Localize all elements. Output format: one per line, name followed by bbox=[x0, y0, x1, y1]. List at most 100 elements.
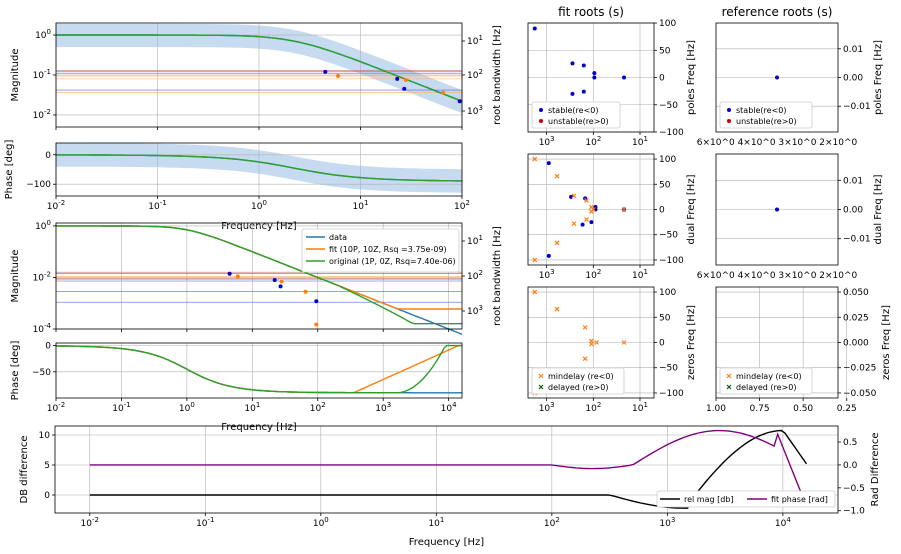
legend-marker bbox=[538, 373, 544, 379]
root-point-orange bbox=[621, 207, 627, 212]
legend-label: fit phase [rad] bbox=[771, 495, 828, 504]
root-point-blue bbox=[589, 220, 594, 225]
y-tick-label: 10-1 bbox=[33, 68, 51, 81]
p1-xlabel: Frequency [Hz] bbox=[221, 221, 297, 232]
y2-tick-label: −1.0 bbox=[843, 507, 865, 517]
x-tick-label: 101 bbox=[632, 401, 648, 414]
ref_dual-ylabel: dual Freq [Hz] bbox=[873, 174, 884, 244]
root-point-orange bbox=[594, 340, 600, 345]
y2-tick-label: 100 bbox=[659, 288, 676, 298]
bottom-xlabel: Frequency [Hz] bbox=[409, 537, 485, 548]
p2-mag-y2label: root bandwidth [Hz] bbox=[492, 226, 503, 326]
legend-marker bbox=[727, 108, 731, 112]
x-tick-label: 104 bbox=[441, 401, 457, 414]
x-tick-label: 0.75 bbox=[750, 404, 770, 414]
y-tick-label: 5 bbox=[44, 461, 50, 471]
marker-x bbox=[571, 221, 577, 227]
p2-mag-ylabel: Magnitude bbox=[10, 250, 21, 303]
root-point-orange bbox=[584, 217, 589, 223]
legend-box bbox=[531, 367, 625, 395]
bottom-legend: rel mag [db] fit phase [rad] bbox=[656, 490, 836, 508]
y2-tick-label: 0.01 bbox=[843, 45, 863, 55]
marker-x bbox=[532, 289, 538, 295]
legend-marker bbox=[538, 384, 544, 390]
p2-phase-ylabel: Phase [deg] bbox=[10, 341, 21, 401]
root-point-blue bbox=[581, 63, 586, 68]
legend-box bbox=[531, 101, 621, 129]
x-tick-label: 10-2 bbox=[81, 516, 99, 529]
y2-tick-label: 101 bbox=[467, 34, 483, 47]
root-point-orange bbox=[441, 90, 446, 95]
y2-tick-label: −100 bbox=[659, 256, 684, 266]
marker-x bbox=[538, 384, 544, 390]
y2-tick-label: 0.025 bbox=[843, 313, 869, 323]
p2-legend: data fit (10P, 10Z, Rsq =3.75e-09) origina… bbox=[301, 228, 460, 273]
x-tick-label: 101 bbox=[353, 199, 369, 212]
y2-tick-label: −0.5 bbox=[843, 484, 865, 494]
y2-tick-label: 103 bbox=[467, 304, 483, 317]
root-point-orange bbox=[279, 279, 284, 284]
root-point-blue bbox=[592, 71, 597, 76]
fit-phase-line bbox=[89, 429, 808, 507]
legend-label: stable(re<0) bbox=[736, 106, 787, 115]
y2-tick-label: 0.5 bbox=[843, 438, 857, 448]
marker-x bbox=[532, 257, 538, 263]
fit-phase-line bbox=[56, 154, 462, 182]
x-tick-label: 102 bbox=[544, 516, 560, 529]
legend-marker bbox=[539, 119, 543, 123]
root-point-blue bbox=[532, 26, 537, 31]
y2-tick-label: −0.025 bbox=[843, 364, 876, 374]
y2-tick-label: −50 bbox=[659, 231, 678, 241]
root-point-blue bbox=[570, 91, 575, 96]
x-tick-label: 103 bbox=[659, 516, 675, 529]
x-tick-label: 100 bbox=[313, 516, 329, 529]
marker-x bbox=[554, 306, 560, 312]
y2-tick-label: −0.01 bbox=[843, 102, 871, 112]
x-tick-label: 103 bbox=[539, 268, 555, 281]
marker-x bbox=[726, 373, 732, 379]
x-tick-label: 0.25 bbox=[837, 404, 857, 414]
fit_poles-ylabel: poles Freq [Hz] bbox=[686, 40, 697, 115]
root-point-orange bbox=[621, 340, 627, 345]
y2-tick-label: −50 bbox=[659, 101, 678, 111]
legend-marker bbox=[726, 384, 732, 390]
marker-x bbox=[532, 156, 538, 162]
root-point-blue bbox=[546, 161, 551, 166]
x-tick-label: 10-1 bbox=[112, 401, 130, 414]
y-tick-label: 100 bbox=[35, 219, 51, 232]
legend-label: data bbox=[329, 233, 347, 242]
root-point-blue bbox=[457, 99, 462, 104]
y2-tick-label: 0 bbox=[659, 339, 665, 349]
y2-tick-label: −0.050 bbox=[843, 389, 877, 399]
legend-marker bbox=[727, 119, 731, 123]
fit_zeros-legend: mindelay (re<0) delayed (re>0) bbox=[531, 367, 625, 395]
legend-box bbox=[719, 101, 813, 129]
marker-x bbox=[621, 207, 627, 212]
legend-box bbox=[719, 367, 813, 395]
marker-x bbox=[584, 217, 589, 223]
legend-marker bbox=[539, 108, 543, 112]
bottom-y2label: Rad Difference bbox=[870, 433, 881, 507]
y2-tick-label: 100 bbox=[659, 155, 676, 165]
x-tick-label: 103 bbox=[375, 401, 391, 414]
y-tick-label: 10-2 bbox=[33, 270, 51, 283]
p1-mag-ylabel: Magnitude bbox=[10, 49, 21, 102]
root-point-blue bbox=[227, 271, 232, 276]
root-point-blue bbox=[546, 253, 551, 258]
y2-tick-label: −100 bbox=[659, 389, 684, 399]
legend-label: unstable(re>0) bbox=[736, 117, 797, 126]
legend-label: stable(re<0) bbox=[548, 106, 599, 115]
x-tick-label: 1.00 bbox=[706, 404, 726, 414]
p2-phase-frame bbox=[55, 342, 463, 399]
y-tick-label: 0 bbox=[45, 342, 51, 352]
bottom-ylabel: DB difference bbox=[19, 436, 30, 504]
x-tick-label: 100 bbox=[179, 401, 195, 414]
data-phase-line bbox=[56, 345, 462, 394]
x-tick-label: 101 bbox=[632, 268, 648, 281]
ref_poles-legend: stable(re<0) unstable(re>0) bbox=[719, 101, 813, 129]
x-tick-label: 101 bbox=[428, 516, 444, 529]
marker-x bbox=[594, 340, 600, 345]
root-point-orange bbox=[554, 240, 560, 246]
y2-tick-label: 0 bbox=[659, 206, 665, 216]
root-point-orange bbox=[532, 257, 538, 263]
